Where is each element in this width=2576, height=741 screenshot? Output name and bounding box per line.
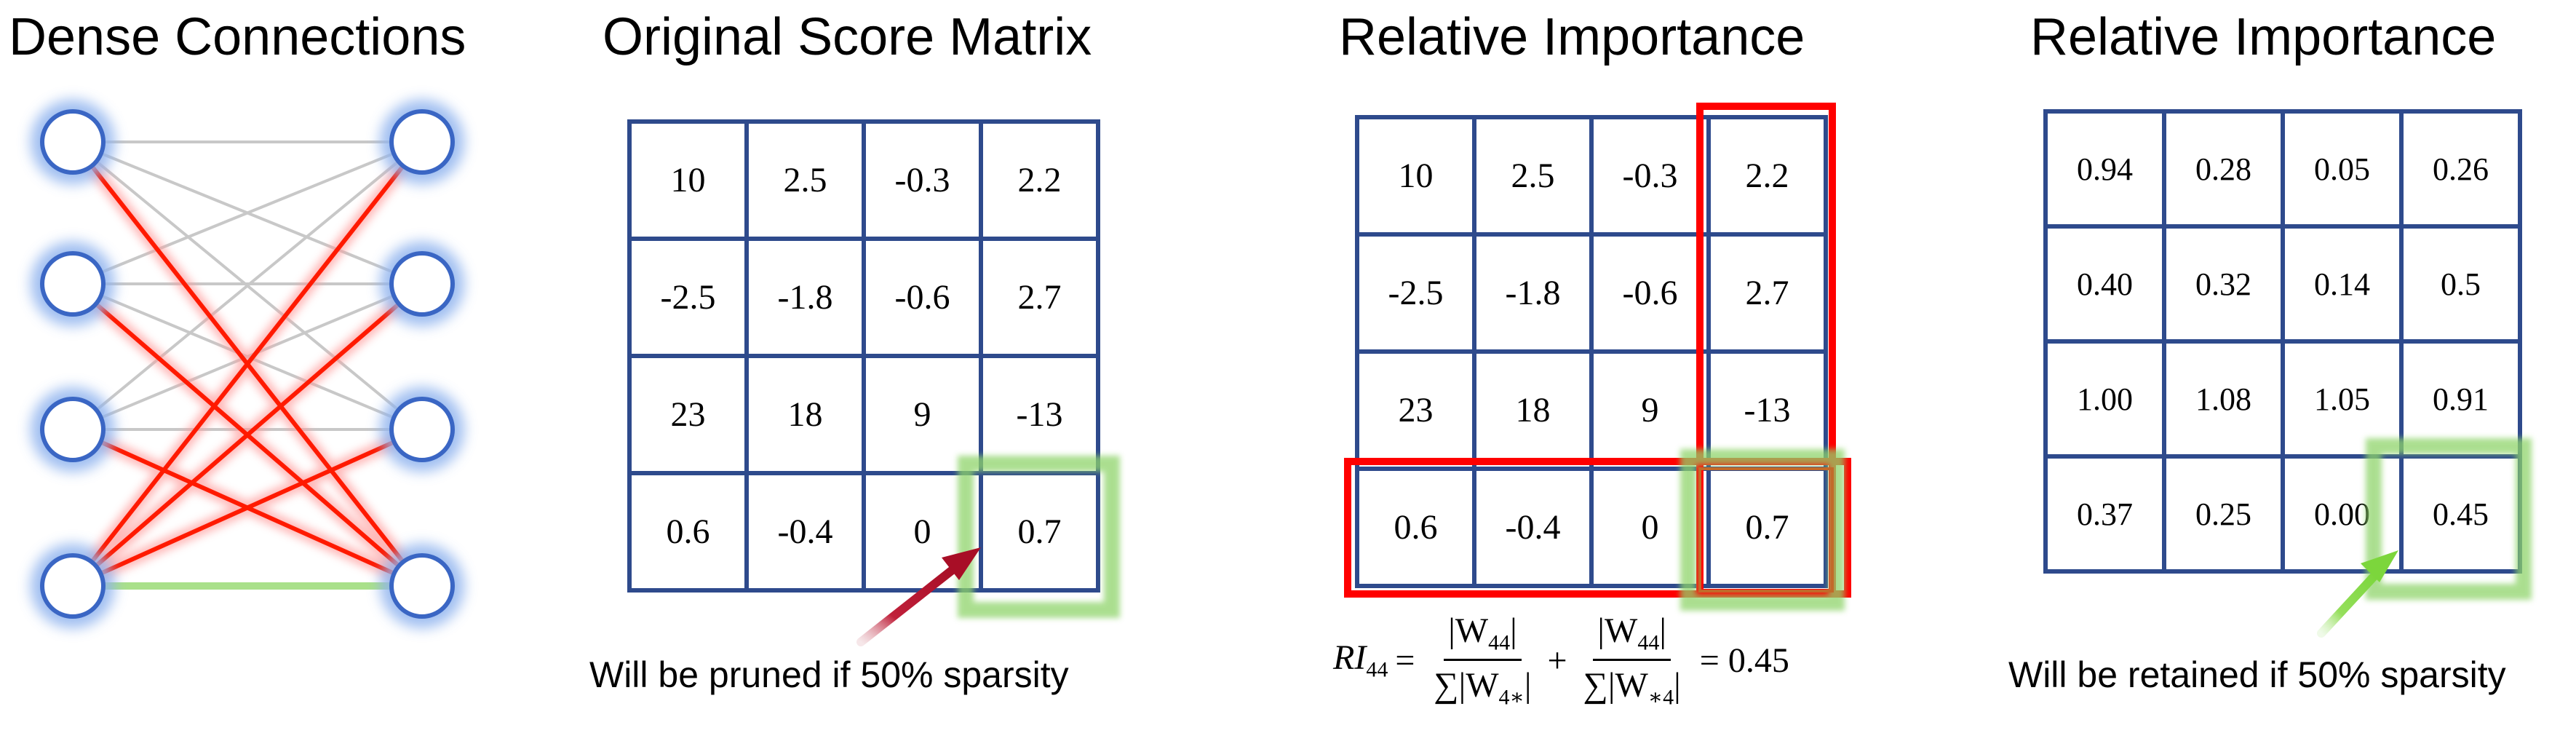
matrix-cell: 2.7 — [979, 237, 1100, 358]
matrix-cell: -1.8 — [744, 237, 866, 358]
matrix-cell: 0.00 — [2281, 454, 2404, 574]
retained-caption: Will be retained if 50% sparsity — [2008, 654, 2506, 695]
relative-importance-formula: RI44 = |W44| ∑|W4∗| + |W44| ∑|W∗4| = 0.4… — [1333, 611, 1789, 710]
output-node — [389, 397, 455, 462]
matrix-row: 23 18 9 -13 — [627, 354, 1100, 475]
retained-cell-highlight — [2366, 438, 2532, 600]
matrix-cell: 2.5 — [1472, 115, 1594, 237]
pruned-caption: Will be pruned if 50% sparsity — [589, 654, 1069, 695]
matrix-cell: 1.00 — [2043, 339, 2166, 459]
relative-importance-input-matrix: 10 2.5 -0.3 2.2 -2.5 -1.8 -0.6 2.7 23 18 9 -13 0.6 -0… — [1355, 115, 1828, 588]
matrix-cell: 10 — [627, 119, 749, 241]
retained-arrow — [2317, 550, 2398, 638]
matrix-cell: 18 — [1472, 349, 1594, 471]
dense-network-diagram — [31, 100, 464, 628]
input-node — [40, 251, 106, 317]
input-node — [40, 397, 106, 462]
pruned-red-connections — [71, 140, 424, 588]
matrix-cell: -0.6 — [862, 237, 983, 358]
original-score-matrix: 10 2.5 -0.3 2.2 -2.5 -1.8 -0.6 2.7 23 18 9 -13 0.6 -0… — [627, 119, 1100, 593]
matrix-cell: 0.7 — [1706, 467, 1828, 588]
matrix-cell: 23 — [1355, 349, 1476, 471]
matrix-row: -2.5 -1.8 -0.6 2.7 — [1355, 232, 1828, 354]
matrix-row: 10 2.5 -0.3 2.2 — [627, 119, 1100, 241]
matrix-cell: 2.2 — [1706, 115, 1828, 237]
title-original-score-matrix: Original Score Matrix — [603, 8, 1092, 66]
matrix-cell: -0.6 — [1589, 232, 1711, 354]
matrix-cell: 0.05 — [2281, 109, 2404, 229]
matrix-cell: 0.28 — [2162, 109, 2285, 229]
output-node — [389, 251, 455, 317]
matrix-cell: -2.5 — [1355, 232, 1476, 354]
pruned-cell-highlight — [958, 456, 1120, 618]
matrix-cell: -13 — [979, 354, 1100, 475]
input-nodes — [31, 100, 115, 628]
matrix-cell: -2.5 — [627, 237, 749, 358]
matrix-cell: 2.2 — [979, 119, 1100, 241]
matrix-row: 0.37 0.25 0.00 0.45 — [2043, 454, 2522, 574]
matrix-cell: 0.32 — [2162, 224, 2285, 344]
matrix-cell: 0.37 — [2043, 454, 2166, 574]
matrix-row: 0.40 0.32 0.14 0.5 — [2043, 224, 2522, 344]
title-relative-importance-formula: Relative Importance — [1339, 8, 1805, 66]
matrix-cell: -0.3 — [1589, 115, 1711, 237]
output-node — [389, 553, 455, 619]
matrix-cell: 0.14 — [2281, 224, 2404, 344]
matrix-cell: -0.3 — [862, 119, 983, 241]
matrix-row: 1.00 1.08 1.05 0.91 — [2043, 339, 2522, 459]
pruned-arrow — [856, 547, 981, 646]
target-cell-highlight — [1680, 449, 1845, 611]
matrix-cell: 23 — [627, 354, 749, 475]
matrix-row: 10 2.5 -0.3 2.2 — [1355, 115, 1828, 237]
matrix-cell: -1.8 — [1472, 232, 1594, 354]
output-nodes — [380, 100, 464, 628]
matrix-cell: 0.7 — [979, 471, 1100, 593]
output-node — [389, 109, 455, 175]
matrix-row: -2.5 -1.8 -0.6 2.7 — [627, 237, 1100, 358]
row-highlight — [1344, 458, 1851, 598]
matrix-cell: 0.45 — [2399, 454, 2522, 574]
input-node — [40, 553, 106, 619]
title-dense-connections: Dense Connections — [9, 8, 466, 66]
matrix-cell: -0.4 — [1472, 467, 1594, 588]
input-node — [40, 109, 106, 175]
matrix-cell: 0.94 — [2043, 109, 2166, 229]
matrix-row: 0.94 0.28 0.05 0.26 — [2043, 109, 2522, 229]
matrix-cell: 9 — [862, 354, 983, 475]
matrix-cell: 0.6 — [1355, 467, 1476, 588]
matrix-cell: -0.4 — [744, 471, 866, 593]
matrix-cell: 10 — [1355, 115, 1476, 237]
matrix-cell: 0.5 — [2399, 224, 2522, 344]
matrix-cell: 0.40 — [2043, 224, 2166, 344]
matrix-cell: 2.7 — [1706, 232, 1828, 354]
matrix-cell: 0.6 — [627, 471, 749, 593]
title-relative-importance-result: Relative Importance — [2030, 8, 2497, 66]
matrix-cell: 0.26 — [2399, 109, 2522, 229]
column-highlight — [1696, 103, 1836, 596]
matrix-cell: 1.08 — [2162, 339, 2285, 459]
matrix-cell: 2.5 — [744, 119, 866, 241]
matrix-cell: 0.25 — [2162, 454, 2285, 574]
relative-importance-matrix: 0.94 0.28 0.05 0.26 0.40 0.32 0.14 0.5 1.00 1.08 1… — [2043, 109, 2522, 574]
matrix-cell: 18 — [744, 354, 866, 475]
